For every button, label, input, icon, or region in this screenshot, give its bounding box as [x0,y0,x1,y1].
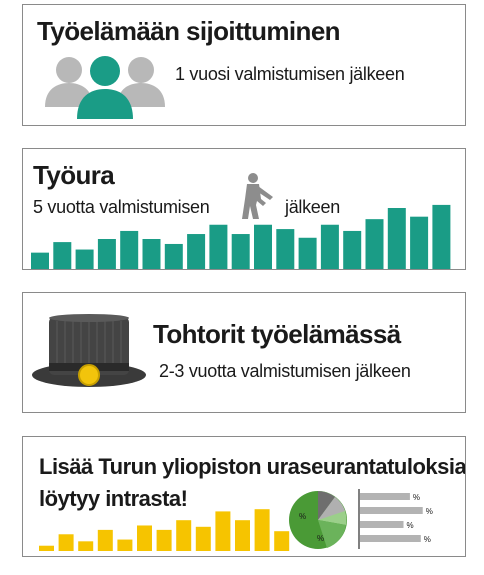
career-bar [142,239,161,269]
career-bar [31,252,49,269]
career-title: Työura [33,160,115,190]
more-results-title: Lisää Turun yliopiston uraseurantatuloks… [39,454,466,479]
results-bar [176,520,192,551]
person-center-body [77,89,133,119]
employment-card[interactable]: Työelämään sijoittuminen 1 vuosi valmist… [22,4,466,126]
people-group-icon [45,56,165,119]
person-left-head [56,57,82,83]
career-bar [53,242,72,269]
doctors-subtitle: 2-3 vuotta valmistumisen jälkeen [159,361,411,381]
results-bar [137,525,152,551]
career-bar [254,224,272,269]
career-bar [187,234,206,269]
pie-label-1: % [299,512,306,521]
more-results-title-line2: löytyy intrasta! [39,486,188,511]
results-bar [39,545,54,551]
career-bar [75,249,94,269]
hat-top [49,314,129,322]
hbar [360,521,404,528]
career-bar [298,237,317,269]
doctors-title: Tohtorit työelämässä [153,319,401,349]
career-bar [164,243,183,269]
career-bar [97,239,116,269]
career-bar [387,208,406,269]
hbar-label: % [424,535,431,544]
career-bar [432,204,451,269]
career-bar [320,224,339,269]
career-bar [410,216,429,269]
pie-slice-mid [318,497,345,520]
hbar [360,493,410,500]
results-bar [97,529,113,551]
hbar [360,535,421,542]
career-bar [343,230,362,269]
employment-subtitle: 1 vuosi valmistumisen jälkeen [175,64,405,84]
pie-chart-icon: % % [289,491,347,549]
walker-arm [258,186,273,200]
career-card[interactable]: Työura 5 vuotta valmistumisen jälkeen [22,148,466,270]
person-left-body [45,83,93,107]
results-bar [78,541,94,551]
results-bar [215,511,231,551]
results-bar [156,529,172,551]
person-climbing-stairs-icon [242,173,273,219]
results-bar [254,509,270,551]
results-bar [235,520,250,551]
pie-slice-dark [318,491,335,520]
walker-head [248,173,258,183]
career-bar-chart [31,204,451,269]
person-right-body [117,83,165,107]
career-bar [276,229,295,269]
career-subtitle-after: jälkeen [285,197,340,217]
career-bar [120,230,139,269]
results-bar-chart [39,509,290,551]
horizontal-bar-chart: %%%% [358,489,433,549]
pie-slice-gray [318,520,346,548]
results-bar [58,534,74,551]
hbar-label: % [407,521,414,530]
doctoral-hat-icon [32,314,146,387]
more-results-card[interactable]: Lisää Turun yliopiston uraseurantatuloks… [22,436,466,557]
hat-texture [56,321,122,371]
career-subtitle: 5 vuotta valmistumisen [33,197,210,217]
career-bar [365,219,384,269]
person-right-head [128,57,154,83]
career-bar [231,234,250,269]
hat-badge [78,364,100,386]
results-bar [117,539,133,551]
pie-label-2: % [317,534,324,543]
person-center-head [90,56,120,86]
doctors-card[interactable]: Tohtorit työelämässä 2-3 vuotta valmistu… [22,292,466,413]
hbar-label: % [413,493,420,502]
results-bar [195,526,211,551]
results-bar [274,531,290,551]
career-bar [209,224,228,269]
employment-title: Työelämään sijoittuminen [37,16,341,46]
hbar-label: % [426,507,433,516]
hbar [360,507,423,514]
